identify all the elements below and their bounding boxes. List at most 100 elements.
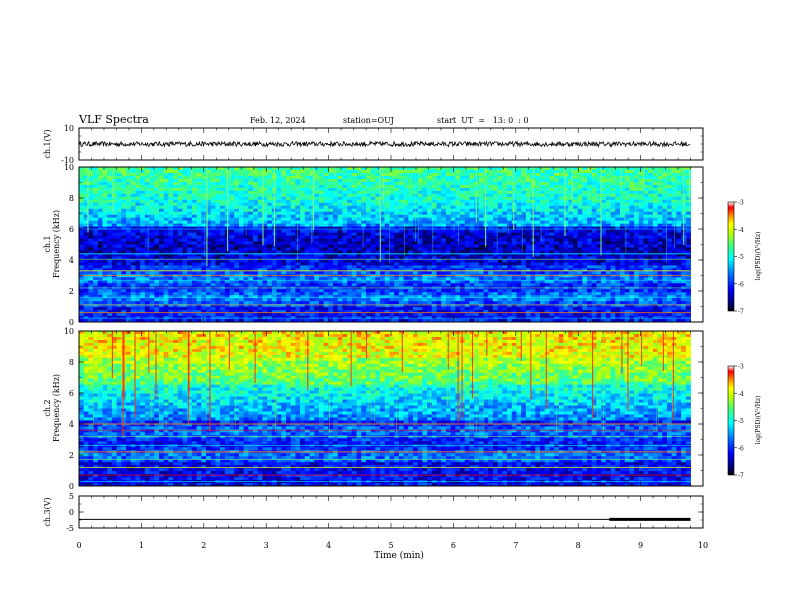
spectrogram-cell (539, 208, 546, 213)
spectrogram-cell (79, 187, 85, 192)
spectrogram-cell (445, 253, 452, 257)
spectrogram-cell (403, 169, 409, 174)
spectrogram-cell (201, 208, 207, 213)
spectrogram-cell (624, 232, 630, 236)
spectrogram-cell (215, 277, 221, 281)
spectrogram-cell (582, 199, 588, 204)
spectrogram-cell (441, 235, 447, 239)
spectrogram-cell (478, 274, 484, 278)
spectrogram-cell (88, 217, 94, 222)
spectrogram-cell (135, 181, 141, 186)
spectrogram-cell (582, 214, 588, 219)
spectrogram-cell (323, 250, 329, 254)
spectrogram-cell (121, 265, 127, 269)
spectrogram-cell (539, 259, 546, 263)
spectrogram-cell (248, 274, 254, 278)
spectrogram-cell (356, 193, 362, 198)
spectrogram-cell (267, 199, 273, 204)
spectrogram-cell (497, 226, 503, 230)
spectrogram-cell (685, 169, 691, 174)
spectrogram-cell (441, 175, 447, 180)
spectrogram-cell (356, 167, 362, 171)
spectrogram-cell (182, 202, 188, 207)
spectrogram-cell (539, 241, 546, 245)
spectrogram-cell (111, 220, 118, 225)
spectrogram-cell (168, 235, 174, 239)
spectrogram-cell (525, 274, 531, 278)
spectrogram-cell (304, 205, 310, 210)
spectrogram-cell (643, 208, 649, 213)
spectrogram-cell (300, 217, 306, 222)
spectrogram-cell (83, 175, 89, 180)
spectrogram-cell (154, 247, 160, 251)
spectrogram-cell (601, 175, 607, 180)
spectrogram-cell (643, 214, 649, 219)
spectrogram-cell (356, 199, 362, 204)
spectrogram-cell (427, 265, 433, 269)
spectrogram-cell (267, 175, 273, 180)
spectrogram-cell (290, 250, 296, 254)
spectrogram-cell (262, 199, 268, 204)
spectrogram-cell (657, 193, 663, 198)
spectrogram-cell (667, 247, 673, 251)
spectrogram-cell (497, 181, 503, 186)
spectrogram-cell (97, 232, 103, 236)
spectrogram-cell (671, 187, 677, 192)
spectrogram-cell (441, 196, 447, 201)
spectrogram-cell (460, 220, 466, 225)
spectrogram-cell (135, 199, 141, 204)
spectrogram-cell (629, 205, 635, 210)
spectrogram-cell (173, 214, 179, 219)
spectrogram-cell (450, 199, 456, 204)
spectrogram-cell (412, 268, 419, 272)
spectrogram-cell (685, 187, 691, 192)
spectrogram-cell (662, 190, 668, 195)
spectrogram-cell (314, 181, 320, 186)
spectrogram-cell (431, 187, 437, 192)
spectrogram-cell (323, 247, 329, 251)
spectrogram-cell (304, 190, 310, 195)
spectrogram-cell (300, 241, 306, 245)
spectrogram-cell (615, 220, 621, 225)
spectrogram-cell (403, 208, 409, 213)
spectrogram-cell (158, 253, 165, 257)
spectrogram-cell (605, 217, 611, 222)
spectrogram-cell (394, 229, 400, 233)
spectrogram-cell (257, 235, 263, 239)
spectrogram-cell (460, 253, 466, 257)
spectrogram-cell (318, 178, 324, 183)
spectrogram-cell (591, 208, 597, 213)
spectrogram-cell (177, 250, 183, 254)
spectrogram-cell (657, 226, 663, 230)
spectrogram-cell (403, 244, 409, 248)
spectrogram-cell (154, 223, 160, 228)
spectrogram-cell (333, 256, 339, 260)
spectrogram-cell (572, 232, 579, 236)
spectrogram-cell (342, 199, 348, 204)
spectrogram-cell (685, 253, 691, 257)
spectrogram-cell (638, 232, 644, 236)
spectrogram-cell (507, 190, 513, 195)
spectrogram-cell (262, 217, 268, 222)
spectrogram-cell (248, 184, 254, 189)
spectrogram-cell (507, 205, 513, 210)
spectrogram-cell (478, 196, 484, 201)
spectrogram-cell (314, 229, 320, 233)
spectrogram-cell (140, 172, 146, 177)
spectrogram-cell (671, 253, 677, 257)
spectrogram-cell (93, 277, 99, 281)
spectrogram-cell (417, 220, 423, 225)
spectrogram-cell (234, 187, 240, 192)
spectrogram-cell (121, 202, 127, 207)
spectrogram-cell (248, 253, 254, 257)
spectrogram-cell (285, 256, 292, 260)
spectrogram-cell (361, 244, 367, 248)
spectrogram-cell (535, 199, 541, 204)
spectrogram-cell (342, 226, 348, 230)
spectrogram-cell (634, 217, 640, 222)
spectrogram-cell (351, 193, 357, 198)
spectrogram-cell (634, 229, 640, 233)
spectrogram-cell (488, 169, 494, 174)
spectrogram-cell (206, 196, 212, 201)
